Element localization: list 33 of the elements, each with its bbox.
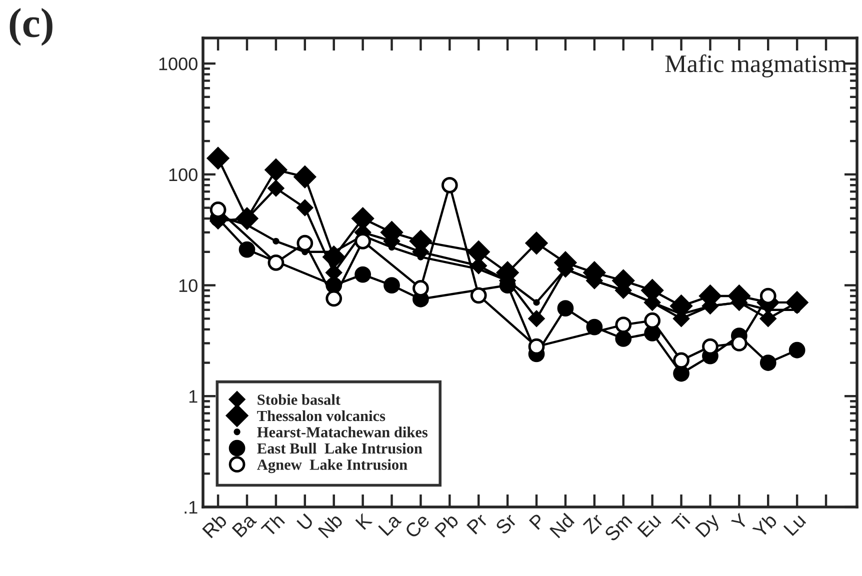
legend-label: Stobie basalt (258, 394, 340, 405)
x-tick-label: Ti (670, 512, 690, 532)
x-tick-label: K (355, 512, 373, 530)
y-tick-label: .1 (184, 501, 198, 514)
x-tick-label: U (296, 513, 314, 531)
x-tick-label: Zr (582, 512, 604, 534)
x-tick-label: P (528, 513, 546, 530)
x-tick-label: Sm (604, 513, 633, 542)
x-tick-label: Lu (783, 513, 806, 536)
x-tick-label: Rb (202, 512, 228, 538)
x-tick-label: Dy (695, 512, 724, 540)
x-tick-label: Pb (434, 512, 460, 538)
legend-label: Hearst-Matachewan dikes (257, 426, 428, 438)
legend-label: Thessalon volcanics (257, 410, 386, 422)
x-tick-label: Y (730, 512, 749, 531)
y-tick-label: 1000 (159, 57, 198, 70)
y-tick-label: 1 (189, 390, 198, 403)
x-tick-label: Yb (752, 512, 778, 538)
x-tick-label: Eu (637, 513, 662, 538)
text: Mafic magmatism (665, 54, 847, 78)
y-tick-label: 100 (169, 168, 198, 182)
text: (c) (10, 8, 52, 46)
x-tick-label: Nd (549, 512, 575, 538)
x-tick-label: Nb (317, 512, 344, 538)
legend-label: East Bull Lake Intrusion (257, 442, 422, 454)
x-tick-label: Ba (232, 512, 258, 538)
x-tick-label: Sr (494, 512, 518, 536)
y-tick-label: 10 (179, 279, 198, 292)
x-tick-label: La (378, 512, 402, 536)
x-tick-label: Th (260, 512, 286, 538)
legend-label: Agnew Lake Intrusion (257, 459, 408, 474)
x-tick-label: Ce (404, 512, 430, 539)
x-tick-label: Pr (466, 512, 488, 534)
